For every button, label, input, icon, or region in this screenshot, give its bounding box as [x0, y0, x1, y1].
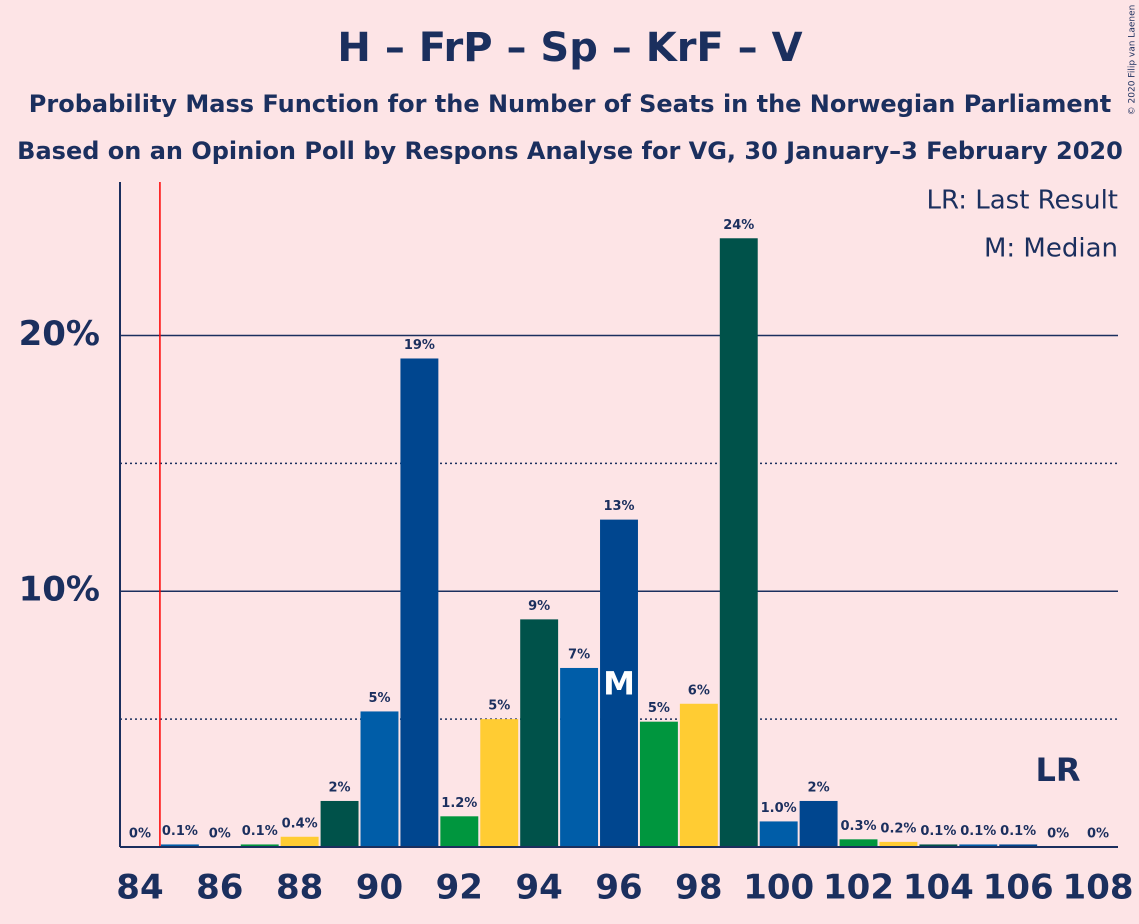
- value-label: 5%: [648, 701, 670, 716]
- x-tick-label: 108: [1063, 868, 1134, 908]
- x-tick-label: 92: [436, 868, 483, 908]
- x-tick-label: 96: [595, 868, 642, 908]
- y-tick-label: 20%: [19, 314, 100, 354]
- legend-median: M: Median: [984, 234, 1118, 264]
- value-label: 13%: [603, 499, 634, 514]
- value-label: 2%: [329, 780, 351, 795]
- x-tick-label: 102: [823, 868, 894, 908]
- value-label: 0%: [1047, 827, 1069, 842]
- x-tick-label: 98: [675, 868, 722, 908]
- lr-label: LR: [1035, 751, 1080, 789]
- value-label: 0%: [209, 827, 231, 842]
- value-label: 1.0%: [761, 801, 797, 816]
- subtitle: Based on an Opinion Poll by Respons Anal…: [17, 137, 1123, 165]
- bar: [679, 703, 718, 847]
- bar: [160, 844, 199, 847]
- x-tick-label: 106: [983, 868, 1054, 908]
- value-label: 0.2%: [880, 821, 916, 836]
- x-tick-label: 104: [903, 868, 974, 908]
- value-label: 24%: [723, 218, 754, 233]
- bar: [879, 841, 918, 847]
- x-tick-label: 84: [116, 868, 163, 908]
- median-marker: M: [603, 665, 635, 703]
- value-label: 0.1%: [920, 824, 956, 839]
- value-label: 0.1%: [162, 824, 198, 839]
- y-tick-label: 10%: [19, 570, 100, 610]
- bar: [839, 839, 878, 847]
- value-label: 1.2%: [441, 796, 477, 811]
- value-label: 0.3%: [840, 819, 876, 834]
- x-tick-label: 94: [515, 868, 562, 908]
- value-label: 19%: [404, 338, 435, 353]
- bar: [959, 844, 998, 847]
- value-label: 0.4%: [282, 816, 318, 831]
- bar: [759, 821, 798, 847]
- x-tick-label: 100: [743, 868, 814, 908]
- legend-lr: LR: Last Result: [926, 186, 1118, 216]
- bar: [280, 836, 319, 847]
- value-label: 0%: [129, 827, 151, 842]
- bar: [919, 844, 958, 847]
- value-label: 5%: [368, 691, 390, 706]
- bar: [560, 667, 599, 847]
- bar: [520, 619, 559, 847]
- bar: [799, 800, 838, 847]
- chart-title: H – FrP – Sp – KrF – V: [337, 25, 802, 71]
- bar: [600, 519, 638, 847]
- value-label: 9%: [528, 599, 550, 614]
- subtitle: Probability Mass Function for the Number…: [29, 90, 1111, 118]
- value-label: 2%: [808, 780, 830, 795]
- bar: [639, 721, 678, 847]
- bar: [719, 238, 758, 847]
- bar: [400, 358, 439, 847]
- value-label: 0.1%: [960, 824, 996, 839]
- bar: [480, 719, 519, 847]
- value-label: 0.1%: [1000, 824, 1036, 839]
- bar: [440, 816, 479, 847]
- copyright: © 2020 Filip van Laenen: [1128, 5, 1138, 116]
- value-label: 0%: [1087, 827, 1109, 842]
- bar: [999, 844, 1038, 847]
- bar: [360, 711, 399, 847]
- value-label: 5%: [488, 699, 510, 714]
- value-label: 7%: [568, 647, 590, 662]
- x-tick-label: 88: [276, 868, 323, 908]
- x-tick-label: 90: [356, 868, 403, 908]
- value-label: 6%: [688, 683, 710, 698]
- x-tick-label: 86: [196, 868, 243, 908]
- bar: [240, 844, 279, 847]
- bar: [320, 800, 359, 847]
- value-label: 0.1%: [242, 824, 278, 839]
